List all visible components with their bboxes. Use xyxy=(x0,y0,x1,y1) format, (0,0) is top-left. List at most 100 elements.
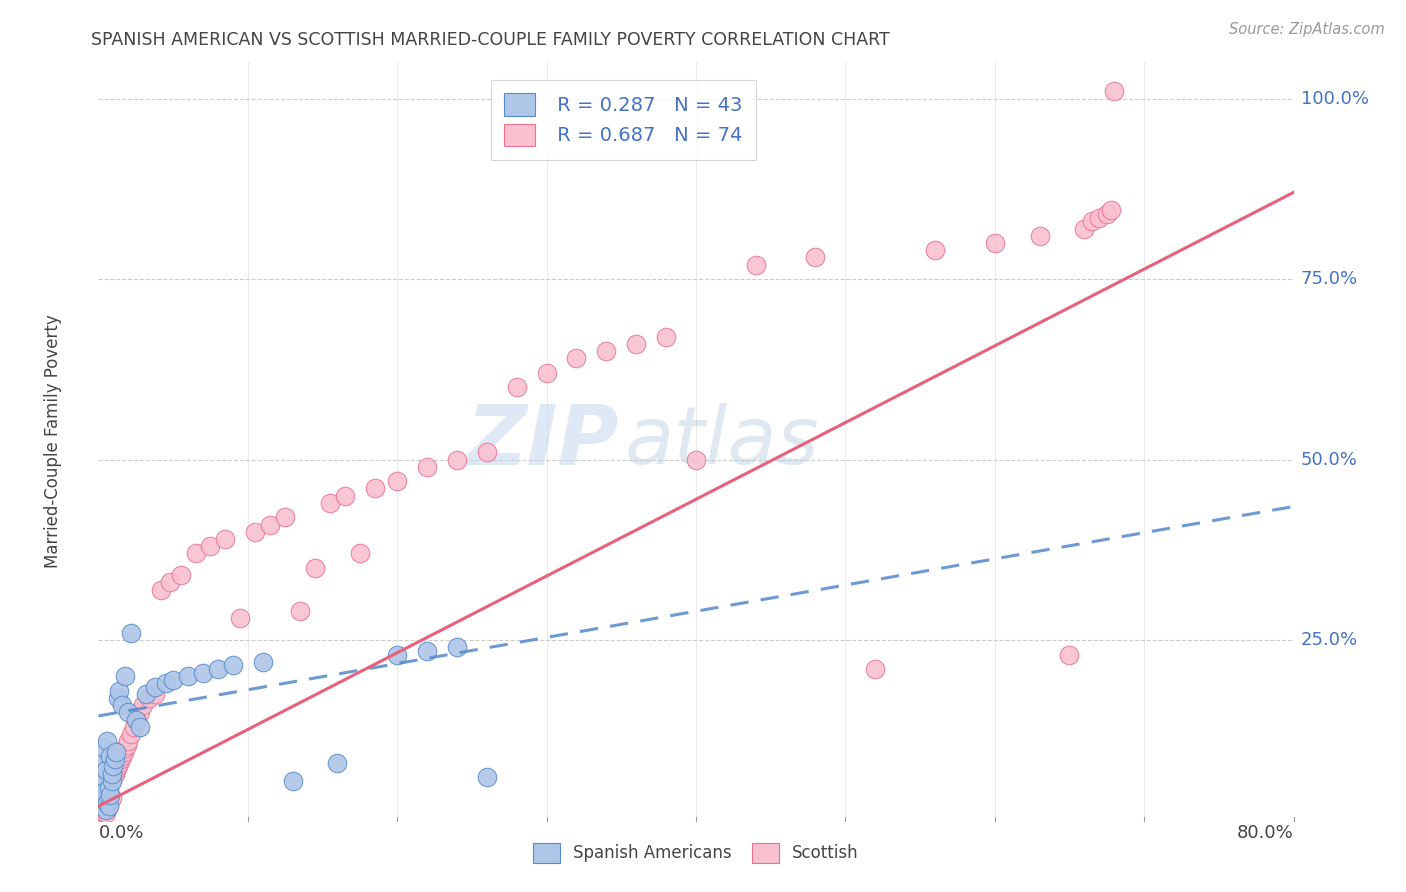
Point xyxy=(103,759,125,773)
Point xyxy=(595,344,617,359)
Point xyxy=(446,640,468,655)
Point xyxy=(364,482,387,496)
Point xyxy=(94,803,117,817)
Point xyxy=(143,680,166,694)
Point xyxy=(191,665,214,680)
Text: 0.0%: 0.0% xyxy=(98,824,143,842)
Point xyxy=(101,766,124,780)
Point xyxy=(177,669,200,683)
Point xyxy=(745,258,768,272)
Point xyxy=(304,561,326,575)
Point xyxy=(90,799,112,814)
Point xyxy=(446,452,468,467)
Point xyxy=(127,713,149,727)
Point xyxy=(135,687,157,701)
Point xyxy=(104,752,127,766)
Point xyxy=(90,808,112,822)
Point xyxy=(115,738,138,752)
Point xyxy=(96,796,118,810)
Point xyxy=(101,790,124,805)
Point xyxy=(111,748,134,763)
Point xyxy=(101,773,124,788)
Point xyxy=(259,517,281,532)
Point xyxy=(91,792,114,806)
Point xyxy=(93,741,115,756)
Point xyxy=(97,797,120,812)
Point xyxy=(1059,648,1081,662)
Point xyxy=(924,243,946,257)
Legend: Spanish Americans, Scottish: Spanish Americans, Scottish xyxy=(527,837,865,869)
Point xyxy=(114,741,136,756)
Point xyxy=(98,748,122,763)
Point xyxy=(1095,207,1118,221)
Point xyxy=(90,756,112,770)
Point xyxy=(97,778,120,792)
Point xyxy=(288,604,311,618)
Point xyxy=(94,785,117,799)
Text: 50.0%: 50.0% xyxy=(1301,450,1358,468)
Point xyxy=(129,720,152,734)
Point xyxy=(132,698,155,712)
Point xyxy=(385,475,409,489)
Point xyxy=(89,778,111,792)
Point xyxy=(804,251,827,265)
Point xyxy=(184,546,207,560)
Point xyxy=(416,644,439,658)
Point xyxy=(89,810,111,824)
Point xyxy=(117,734,139,748)
Point xyxy=(200,539,222,553)
Point xyxy=(252,655,274,669)
Point xyxy=(1104,84,1126,98)
Point xyxy=(655,330,678,344)
Text: SPANISH AMERICAN VS SCOTTISH MARRIED-COUPLE FAMILY POVERTY CORRELATION CHART: SPANISH AMERICAN VS SCOTTISH MARRIED-COU… xyxy=(91,31,890,49)
Point xyxy=(110,752,132,766)
Point xyxy=(98,789,122,803)
Point xyxy=(103,770,125,784)
Point xyxy=(105,745,128,759)
Point xyxy=(565,351,588,366)
Text: atlas: atlas xyxy=(624,402,820,481)
Text: 80.0%: 80.0% xyxy=(1237,824,1294,842)
Point xyxy=(159,575,181,590)
Point xyxy=(1081,214,1104,228)
Point xyxy=(108,683,131,698)
Point xyxy=(104,766,127,780)
Point xyxy=(117,706,139,720)
Point xyxy=(114,669,136,683)
Point xyxy=(124,720,146,734)
Point xyxy=(326,756,349,770)
Point xyxy=(120,727,142,741)
Point xyxy=(107,759,129,773)
Point xyxy=(416,459,439,474)
Point xyxy=(245,524,267,539)
Point xyxy=(108,756,131,770)
Point xyxy=(281,773,304,788)
Point xyxy=(112,745,135,759)
Text: 25.0%: 25.0% xyxy=(1301,632,1358,649)
Point xyxy=(98,773,122,788)
Point xyxy=(125,713,148,727)
Point xyxy=(97,781,120,796)
Point xyxy=(536,366,558,380)
Point xyxy=(150,582,173,597)
Point xyxy=(319,496,342,510)
Point xyxy=(162,673,184,687)
Point xyxy=(96,781,118,796)
Point xyxy=(91,796,114,810)
Point xyxy=(222,658,245,673)
Point xyxy=(155,676,177,690)
Point xyxy=(93,803,115,817)
Text: ZIP: ZIP xyxy=(465,401,619,482)
Point xyxy=(229,611,252,625)
Point xyxy=(111,698,134,712)
Point xyxy=(96,734,118,748)
Point xyxy=(98,793,122,807)
Text: Source: ZipAtlas.com: Source: ZipAtlas.com xyxy=(1229,22,1385,37)
Point xyxy=(97,799,120,814)
Point xyxy=(169,568,191,582)
Point xyxy=(107,690,129,705)
Point xyxy=(506,380,529,394)
Point xyxy=(685,452,707,467)
Point xyxy=(138,690,160,705)
Point xyxy=(105,763,128,777)
